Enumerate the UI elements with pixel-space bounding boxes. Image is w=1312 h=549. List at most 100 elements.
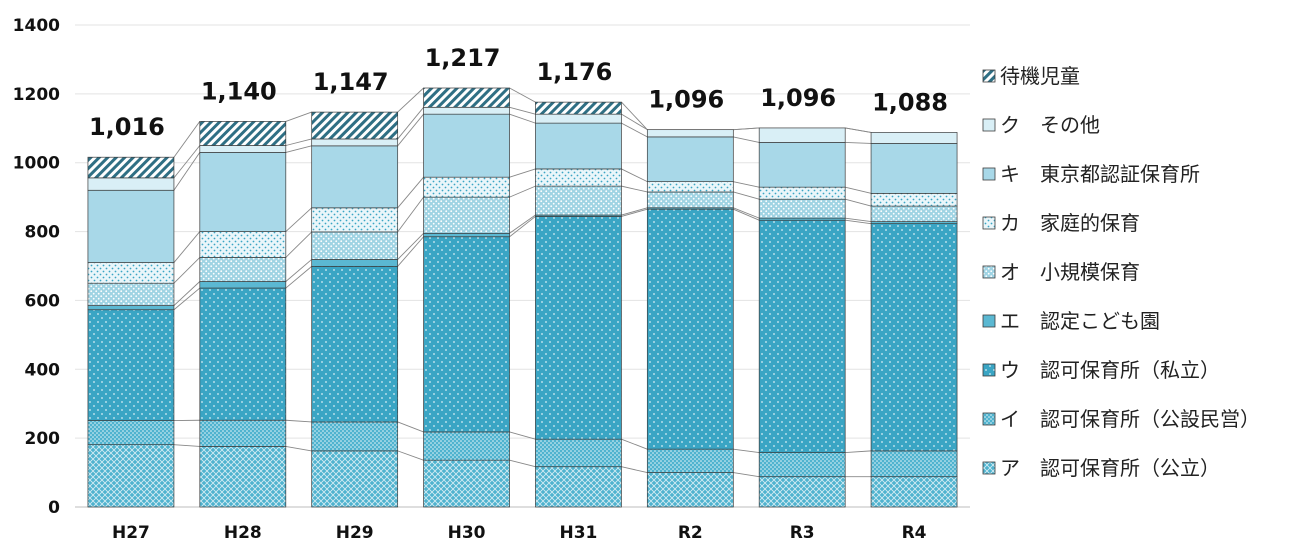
bar-segment: [759, 128, 845, 142]
bar-segment: [424, 197, 510, 233]
connector-line: [174, 257, 200, 283]
connector-line: [398, 88, 424, 112]
legend-swatch: [983, 266, 995, 278]
bar-segment: [535, 439, 621, 467]
connector-line: [733, 182, 759, 188]
bar-segment: [424, 460, 510, 507]
bar-segment: [312, 422, 398, 451]
y-tick-label: 200: [25, 429, 61, 449]
bar-segment: [312, 259, 398, 266]
bar-segment: [312, 208, 398, 232]
connector-line: [398, 233, 424, 259]
connector-line: [621, 169, 647, 182]
connector-line: [398, 177, 424, 208]
x-category-label: H28: [224, 523, 262, 543]
bar-segment: [88, 263, 174, 284]
bar-segment: [424, 107, 510, 114]
x-category-label: H30: [448, 523, 486, 543]
connector-line: [621, 186, 647, 192]
connector-line: [174, 288, 200, 310]
connector-line: [286, 266, 312, 288]
bar-segment: [312, 112, 398, 139]
bar-segment: [647, 209, 733, 449]
x-category-label: H31: [559, 523, 597, 543]
bar-segment: [535, 216, 621, 439]
bar-segment: [871, 143, 957, 193]
legend-swatch: [983, 364, 995, 376]
connector-line: [845, 451, 871, 453]
bar-segment: [312, 146, 398, 208]
total-label: 1,140: [201, 77, 277, 105]
connector-line: [398, 237, 424, 267]
connector-line: [510, 114, 536, 123]
legend-label: ア 認可保育所（公立）: [1000, 456, 1220, 480]
connector-line: [286, 139, 312, 146]
legend-swatch: [983, 119, 995, 131]
connector-line: [733, 128, 759, 130]
bar-segment: [647, 473, 733, 507]
bar-segment: [200, 257, 286, 281]
connector-line: [174, 445, 200, 447]
bar-segment: [312, 266, 398, 422]
bar-segment: [647, 449, 733, 472]
y-tick-label: 1400: [13, 16, 60, 36]
connector-line: [733, 137, 759, 143]
bar-segment: [647, 182, 733, 192]
bar-segment: [759, 199, 845, 218]
connector-line: [845, 128, 871, 132]
connector-line: [398, 451, 424, 460]
bar-segment: [424, 114, 510, 177]
bar-segment: [88, 283, 174, 305]
connector-line: [621, 439, 647, 449]
bar-segment: [871, 132, 957, 143]
bar-segment: [88, 306, 174, 310]
bar-segment: [647, 137, 733, 182]
connector-line: [845, 187, 871, 193]
bar-segment: [312, 139, 398, 146]
connector-line: [398, 422, 424, 432]
connector-line: [286, 446, 312, 450]
connector-line: [733, 473, 759, 477]
legend-swatch: [983, 217, 995, 229]
legend-label: ク その他: [1000, 113, 1100, 137]
bars: [88, 88, 957, 507]
legend-label: 待機児童: [1000, 64, 1080, 88]
connector-line: [398, 114, 424, 146]
connector-line: [621, 208, 647, 215]
bar-segment: [312, 232, 398, 260]
bar-segment: [759, 477, 845, 507]
bar-segment: [312, 451, 398, 507]
connector-line: [510, 169, 536, 177]
bar-segment: [88, 310, 174, 421]
bar-segment: [535, 123, 621, 169]
bar-segment: [88, 421, 174, 445]
legend-swatch: [983, 168, 995, 180]
bar-segment: [535, 114, 621, 123]
bar-segment: [200, 146, 286, 153]
connector-line: [286, 112, 312, 121]
bar-segment: [424, 88, 510, 107]
legend-label: キ 東京都認証保育所: [1000, 162, 1200, 186]
connector-line: [510, 460, 536, 467]
bar-segment: [88, 190, 174, 262]
bar-segment: [871, 193, 957, 206]
legend-label: ウ 認可保育所（私立）: [1000, 358, 1220, 382]
bar-segment: [535, 102, 621, 114]
legend-label: エ 認定こども園: [1000, 309, 1160, 333]
connector-line: [621, 209, 647, 216]
y-tick-label: 800: [25, 223, 61, 243]
bar-segment: [200, 232, 286, 258]
total-label: 1,088: [872, 88, 948, 116]
bar-segment: [200, 288, 286, 420]
bar-segment: [424, 432, 510, 460]
bar-segment: [200, 281, 286, 288]
legend-label: イ 認可保育所（公設民営）: [1000, 407, 1260, 431]
connector-line: [845, 142, 871, 143]
x-category-label: R4: [902, 523, 927, 543]
connector-line: [286, 259, 312, 281]
total-label: 1,096: [760, 84, 836, 112]
